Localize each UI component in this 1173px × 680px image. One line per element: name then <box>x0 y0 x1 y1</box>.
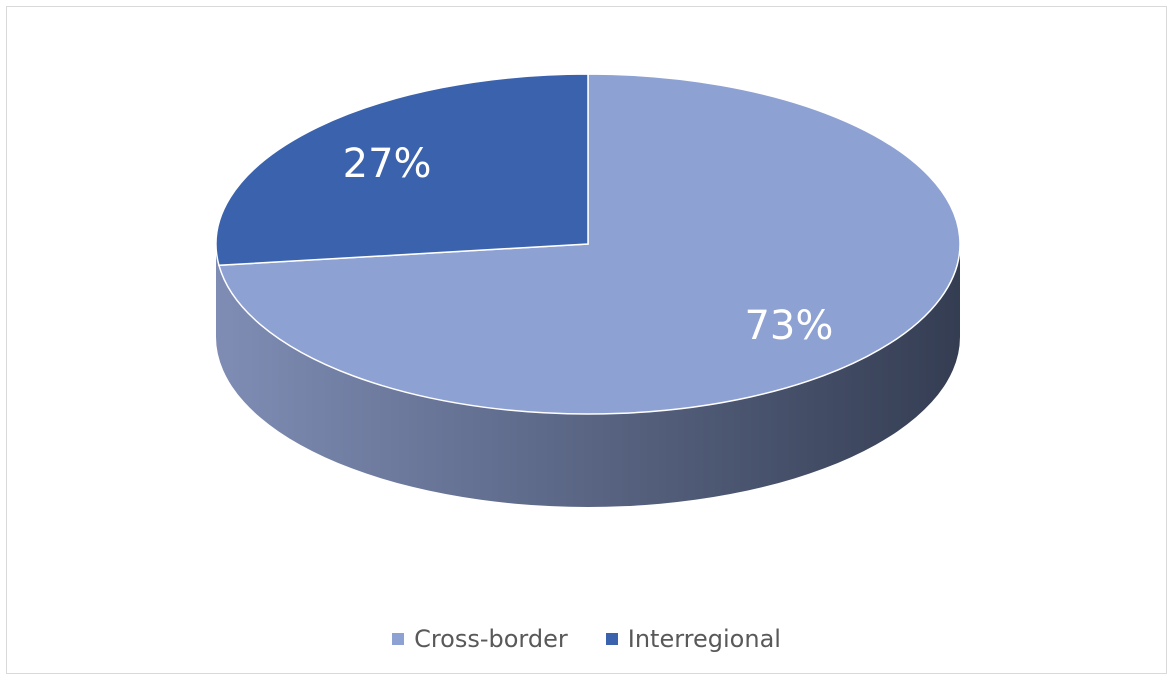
data-label-interregional: 27% <box>343 141 432 187</box>
legend-label-interregional: Interregional <box>627 625 781 653</box>
legend-swatch-cross-border <box>392 633 405 645</box>
pie-slice-cross-border <box>217 73 961 415</box>
pie-data-labels: 73% 27% <box>343 141 834 349</box>
data-label-cross-border: 73% <box>744 303 833 349</box>
pie-slice-interregional <box>215 73 589 267</box>
legend-label-cross-border: Cross-border <box>414 625 568 653</box>
legend-swatch-interregional <box>605 633 618 645</box>
pie-slices <box>215 73 961 415</box>
legend: Cross-border Interregional <box>0 625 1173 653</box>
legend-item-cross-border: Cross-border <box>392 625 568 653</box>
pie-side-wall <box>216 244 960 507</box>
legend-item-interregional: Interregional <box>605 625 781 653</box>
